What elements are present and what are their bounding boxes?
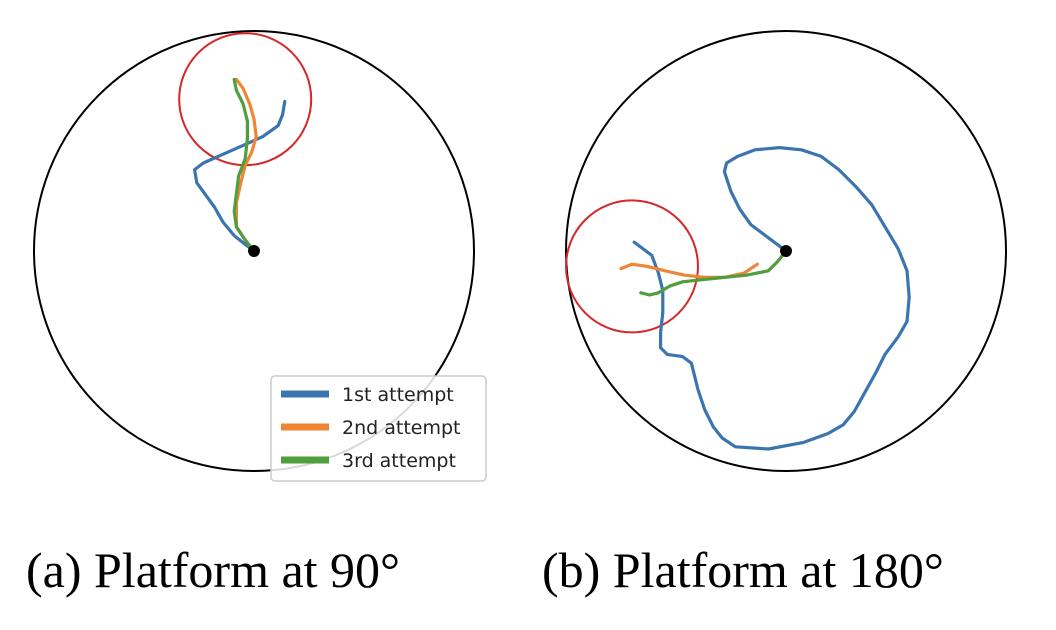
arena-boundary [565, 30, 1007, 472]
trajectory-2nd-attempt [619, 262, 760, 279]
legend-label-2nd: 2nd attempt [342, 417, 460, 439]
start-marker [248, 245, 260, 257]
arena-boundary [33, 30, 475, 472]
panel-b: (b) Platform at 180° [542, 30, 1007, 598]
trajectories [193, 77, 287, 253]
legend-label-1st: 1st attempt [342, 384, 454, 406]
platform-circle [565, 199, 699, 334]
trajectory-1st-attempt [632, 146, 911, 451]
trajectory-3rd-attempt [232, 77, 256, 253]
trajectory-1st-attempt [193, 99, 287, 253]
legend-frame [270, 375, 487, 482]
caption-a: (a) Platform at 90° [26, 542, 400, 598]
legend-label-3rd: 3rd attempt [342, 450, 456, 472]
caption-b: (b) Platform at 180° [542, 542, 944, 598]
start-marker [780, 245, 792, 257]
panel-a: 1st attempt 2nd attempt 3rd attempt (a) … [26, 30, 487, 598]
trajectories [619, 146, 911, 451]
trajectory-3rd-attempt [639, 249, 788, 297]
legend: 1st attempt 2nd attempt 3rd attempt [270, 375, 487, 482]
